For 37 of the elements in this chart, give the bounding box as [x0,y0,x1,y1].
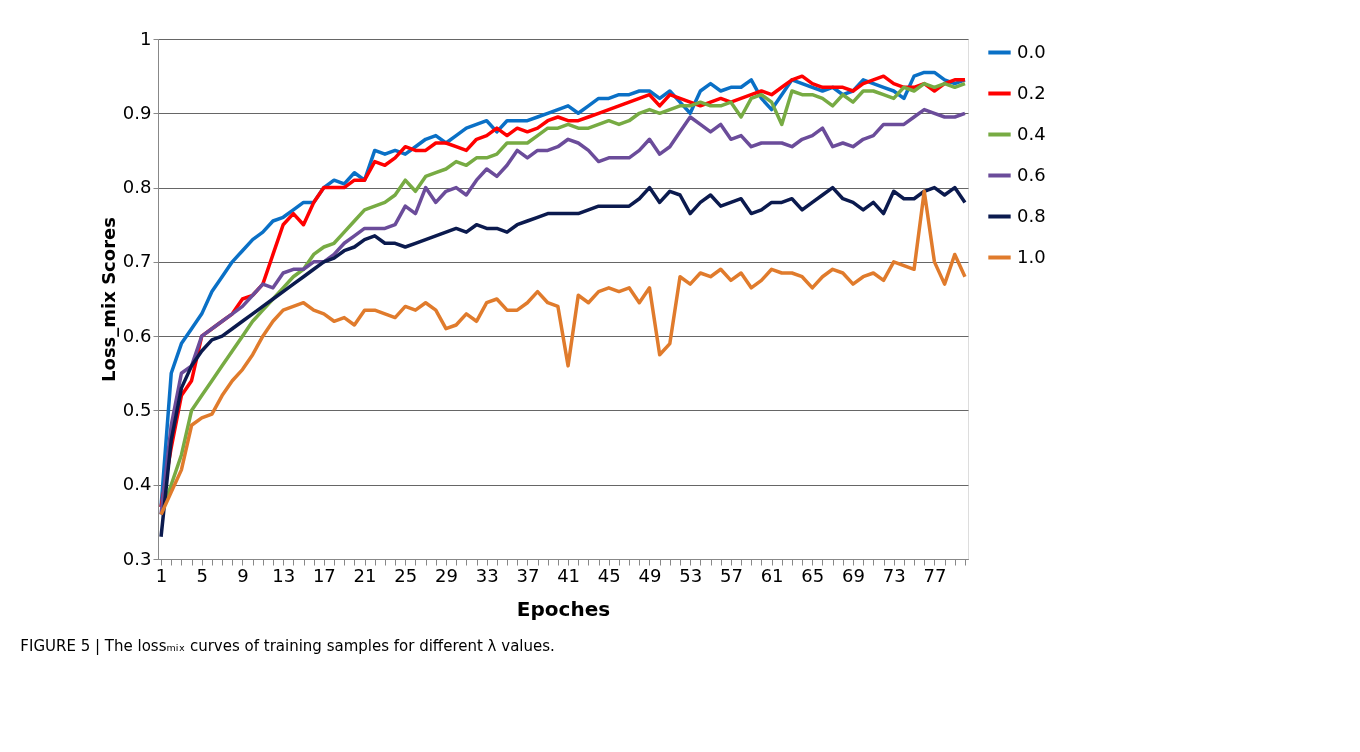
legend-label: 1.0 [1017,245,1046,267]
y-tick-label: 0.3 [122,547,152,569]
caption: FIGURE 5 | The lossₘᵢₓ curves of training samples for different λ values. [20,637,555,655]
legend-label: 0.0 [1017,40,1046,62]
y-axis-title: Loss_mix Scores [97,217,119,382]
y-tick-label: 0.8 [122,176,152,198]
y-tick-label: 0.7 [122,250,152,272]
x-tick-label: 53 [679,564,703,586]
x-tick-label: 33 [475,564,499,586]
y-tick-label: 0.4 [122,473,152,495]
x-tick-label: 77 [923,564,947,586]
y-tick-label: 0.9 [122,101,152,123]
legend-label: 0.2 [1017,81,1046,103]
y-tick-label: 1 [140,27,152,49]
x-tick-label: 5 [196,564,208,586]
x-tick-label: 41 [557,564,581,586]
x-tick-label: 13 [272,564,296,586]
x-tick-label: 17 [312,564,336,586]
y-tick-label: 0.6 [122,324,152,346]
x-tick-label: 25 [394,564,418,586]
x-tick-label: 1 [155,564,168,586]
legend-label: 0.6 [1017,163,1046,185]
x-tick-label: 37 [516,564,540,586]
x-tick-label: 29 [435,564,458,586]
x-tick-label: 61 [760,564,784,586]
x-tick-label: 49 [638,564,662,586]
x-tick-label: 45 [597,564,621,586]
x-tick-label: 65 [801,564,825,586]
legend-label: 0.8 [1017,204,1046,226]
x-tick-label: 73 [882,564,906,586]
x-tick-label: 9 [237,564,249,586]
legend-label: 0.4 [1017,122,1046,144]
x-axis-title: Epoches [516,596,611,621]
y-tick-label: 0.5 [122,398,152,420]
x-tick-label: 21 [353,564,377,586]
x-tick-label: 69 [842,564,865,586]
x-tick-label: 57 [719,564,743,586]
